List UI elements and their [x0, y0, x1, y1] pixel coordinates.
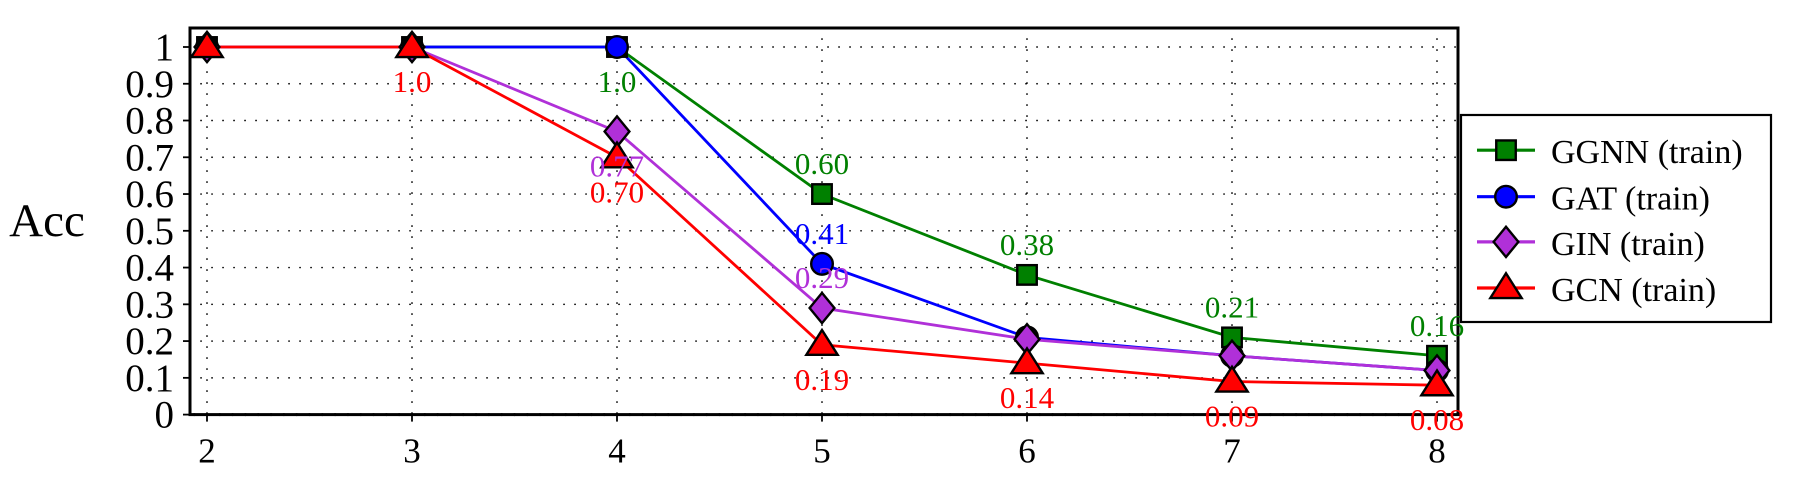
svg-text:0.16: 0.16	[1410, 308, 1464, 343]
svg-text:0.41: 0.41	[795, 216, 849, 251]
svg-text:5: 5	[813, 432, 831, 471]
svg-text:1.0: 1.0	[393, 64, 432, 99]
svg-text:0.4: 0.4	[125, 247, 174, 290]
svg-text:0.1: 0.1	[125, 357, 174, 400]
svg-text:3: 3	[403, 432, 421, 471]
svg-text:GAT (train): GAT (train)	[1551, 181, 1710, 218]
svg-text:0.8: 0.8	[125, 100, 174, 143]
svg-text:0: 0	[155, 394, 175, 437]
svg-text:0.6: 0.6	[125, 173, 174, 216]
svg-text:0.5: 0.5	[125, 210, 174, 253]
svg-text:7: 7	[1223, 432, 1241, 471]
svg-text:0.38: 0.38	[1000, 227, 1054, 262]
svg-text:0.7: 0.7	[125, 136, 174, 179]
svg-text:0.2: 0.2	[125, 320, 174, 363]
svg-text:0.70: 0.70	[590, 174, 644, 209]
svg-text:1: 1	[155, 26, 175, 69]
svg-text:0.08: 0.08	[1410, 402, 1464, 437]
svg-text:6: 6	[1018, 432, 1036, 471]
svg-text:0.21: 0.21	[1205, 289, 1259, 324]
svg-text:0.09: 0.09	[1205, 399, 1259, 434]
svg-text:Acc: Acc	[9, 195, 85, 247]
svg-text:0.3: 0.3	[125, 283, 174, 326]
svg-text:0.14: 0.14	[1000, 380, 1055, 415]
svg-text:8: 8	[1428, 432, 1446, 471]
svg-text:0.9: 0.9	[125, 63, 174, 106]
svg-text:GGNN (train): GGNN (train)	[1551, 134, 1743, 171]
svg-text:0.19: 0.19	[795, 362, 849, 397]
svg-text:GIN (train): GIN (train)	[1551, 226, 1705, 263]
svg-text:0.60: 0.60	[795, 146, 849, 181]
svg-text:0.29: 0.29	[795, 260, 849, 295]
svg-text:1.0: 1.0	[598, 64, 637, 99]
svg-text:4: 4	[608, 432, 626, 471]
svg-text:GCN (train): GCN (train)	[1551, 272, 1716, 309]
svg-text:2: 2	[198, 432, 216, 471]
